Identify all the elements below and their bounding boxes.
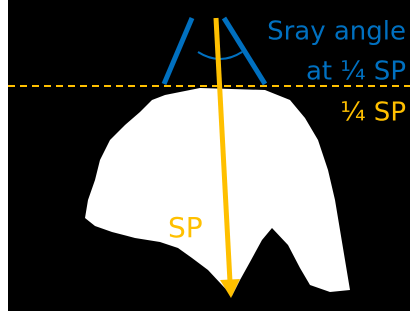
at-quarter-sp-label: at ¼ SP <box>306 57 406 87</box>
spray-angle-label: Sray angle <box>267 17 406 47</box>
sp-label: SP <box>168 211 203 244</box>
quarter-sp-label: ¼ SP <box>340 98 406 128</box>
page: Sray angle at ¼ SP ¼ SP SP (() => { cons… <box>0 0 416 311</box>
spray-diagram: Sray angle at ¼ SP ¼ SP SP <box>0 0 416 311</box>
